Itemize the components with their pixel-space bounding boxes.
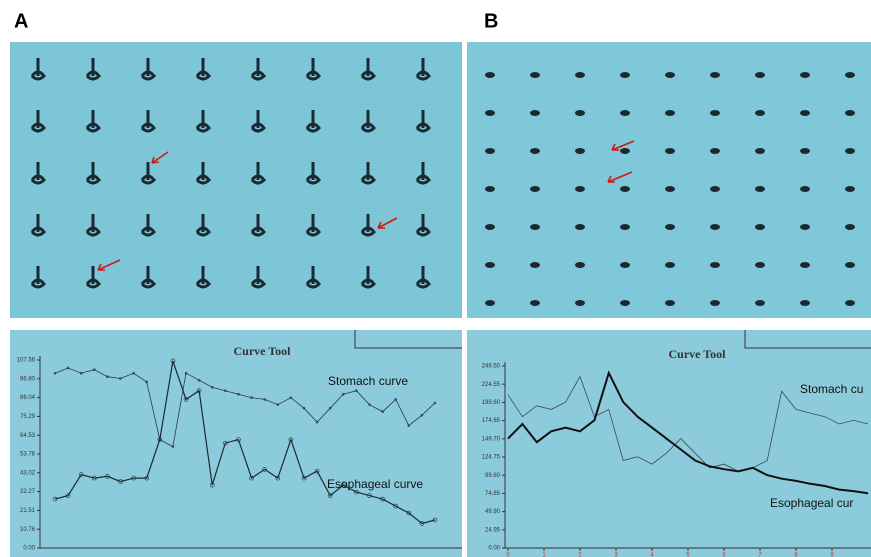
blob — [755, 110, 765, 116]
photo-a — [10, 42, 462, 318]
y-tick-label: 124.75 — [482, 455, 501, 461]
blob — [845, 110, 855, 116]
y-tick-label: 43.02 — [20, 470, 36, 476]
blob — [800, 72, 810, 78]
blob — [485, 72, 495, 78]
y-tick-label: 74.85 — [485, 491, 501, 497]
y-tick-label: 149.70 — [482, 436, 501, 442]
blob — [485, 110, 495, 116]
blob — [485, 148, 495, 154]
y-tick-label: 21.51 — [20, 508, 36, 514]
blob — [620, 148, 630, 154]
blob — [710, 224, 720, 230]
y-tick-label: 107.56 — [17, 358, 36, 364]
plot-title: Curve Tool — [233, 344, 291, 358]
y-tick-label: 249.50 — [482, 364, 501, 370]
blob — [575, 72, 585, 78]
y-tick-label: 96.80 — [20, 376, 36, 382]
y-tick-label: 99.80 — [485, 473, 501, 479]
blob — [845, 186, 855, 192]
blob — [755, 224, 765, 230]
blob — [710, 262, 720, 268]
blob — [665, 300, 675, 306]
blob — [710, 72, 720, 78]
blob — [530, 148, 540, 154]
blob — [530, 110, 540, 116]
blob — [710, 186, 720, 192]
blob — [620, 300, 630, 306]
blob — [665, 148, 675, 154]
y-tick-label: 75.29 — [20, 414, 36, 420]
blob — [800, 262, 810, 268]
y-tick-label: 0.00 — [23, 546, 35, 552]
blob — [710, 300, 720, 306]
blob — [575, 186, 585, 192]
y-tick-label: 199.60 — [482, 400, 501, 406]
blob — [620, 224, 630, 230]
blob — [575, 148, 585, 154]
blob — [485, 262, 495, 268]
blob — [530, 262, 540, 268]
y-tick-label: 64.53 — [20, 433, 36, 439]
blob — [575, 300, 585, 306]
blob — [845, 72, 855, 78]
blob — [575, 224, 585, 230]
blob — [845, 262, 855, 268]
blob — [575, 110, 585, 116]
blob — [755, 72, 765, 78]
blob — [530, 300, 540, 306]
blob — [485, 186, 495, 192]
y-tick-label: 86.04 — [20, 395, 36, 401]
blob — [845, 148, 855, 154]
panel-label: A — [14, 10, 28, 32]
blob — [620, 110, 630, 116]
plot-b — [467, 330, 871, 557]
blob — [710, 148, 720, 154]
y-tick-label: 53.78 — [20, 452, 36, 458]
blob — [620, 72, 630, 78]
blob — [665, 262, 675, 268]
y-tick-label: 224.55 — [482, 382, 501, 388]
blob — [620, 262, 630, 268]
photo-b — [467, 42, 871, 318]
blob — [800, 224, 810, 230]
legend-label: Stomach curve — [328, 374, 408, 388]
y-tick-label: 49.90 — [485, 509, 501, 515]
y-tick-label: 24.95 — [485, 527, 501, 533]
blob — [800, 110, 810, 116]
blob — [755, 300, 765, 306]
blob — [620, 186, 630, 192]
plot-a — [10, 330, 462, 557]
y-tick-label: 32.27 — [20, 489, 36, 495]
figure: A B Curve Tool Curve Tool 0.00 10.76 21.51… — [0, 0, 871, 557]
blob — [575, 262, 585, 268]
y-tick-label: 10.76 — [20, 527, 36, 533]
blob — [665, 186, 675, 192]
blob — [530, 224, 540, 230]
legend-label: Esophageal cur — [770, 496, 853, 510]
blob — [800, 300, 810, 306]
plot-title: Curve Tool — [668, 347, 726, 361]
blob — [665, 110, 675, 116]
blob — [755, 186, 765, 192]
blob — [665, 224, 675, 230]
legend-label: Stomach cu — [800, 382, 863, 396]
blob — [755, 148, 765, 154]
blob — [755, 262, 765, 268]
blob — [800, 186, 810, 192]
blob — [845, 300, 855, 306]
legend-label: Esophageal curve — [327, 477, 423, 491]
blob — [485, 300, 495, 306]
blob — [710, 110, 720, 116]
y-tick-label: 0.00 — [488, 546, 500, 552]
blob — [485, 224, 495, 230]
blob — [530, 186, 540, 192]
blob — [800, 148, 810, 154]
y-tick-label: 174.65 — [482, 418, 501, 424]
blob — [845, 224, 855, 230]
panel-label: B — [484, 10, 498, 32]
blob — [530, 72, 540, 78]
blob — [665, 72, 675, 78]
